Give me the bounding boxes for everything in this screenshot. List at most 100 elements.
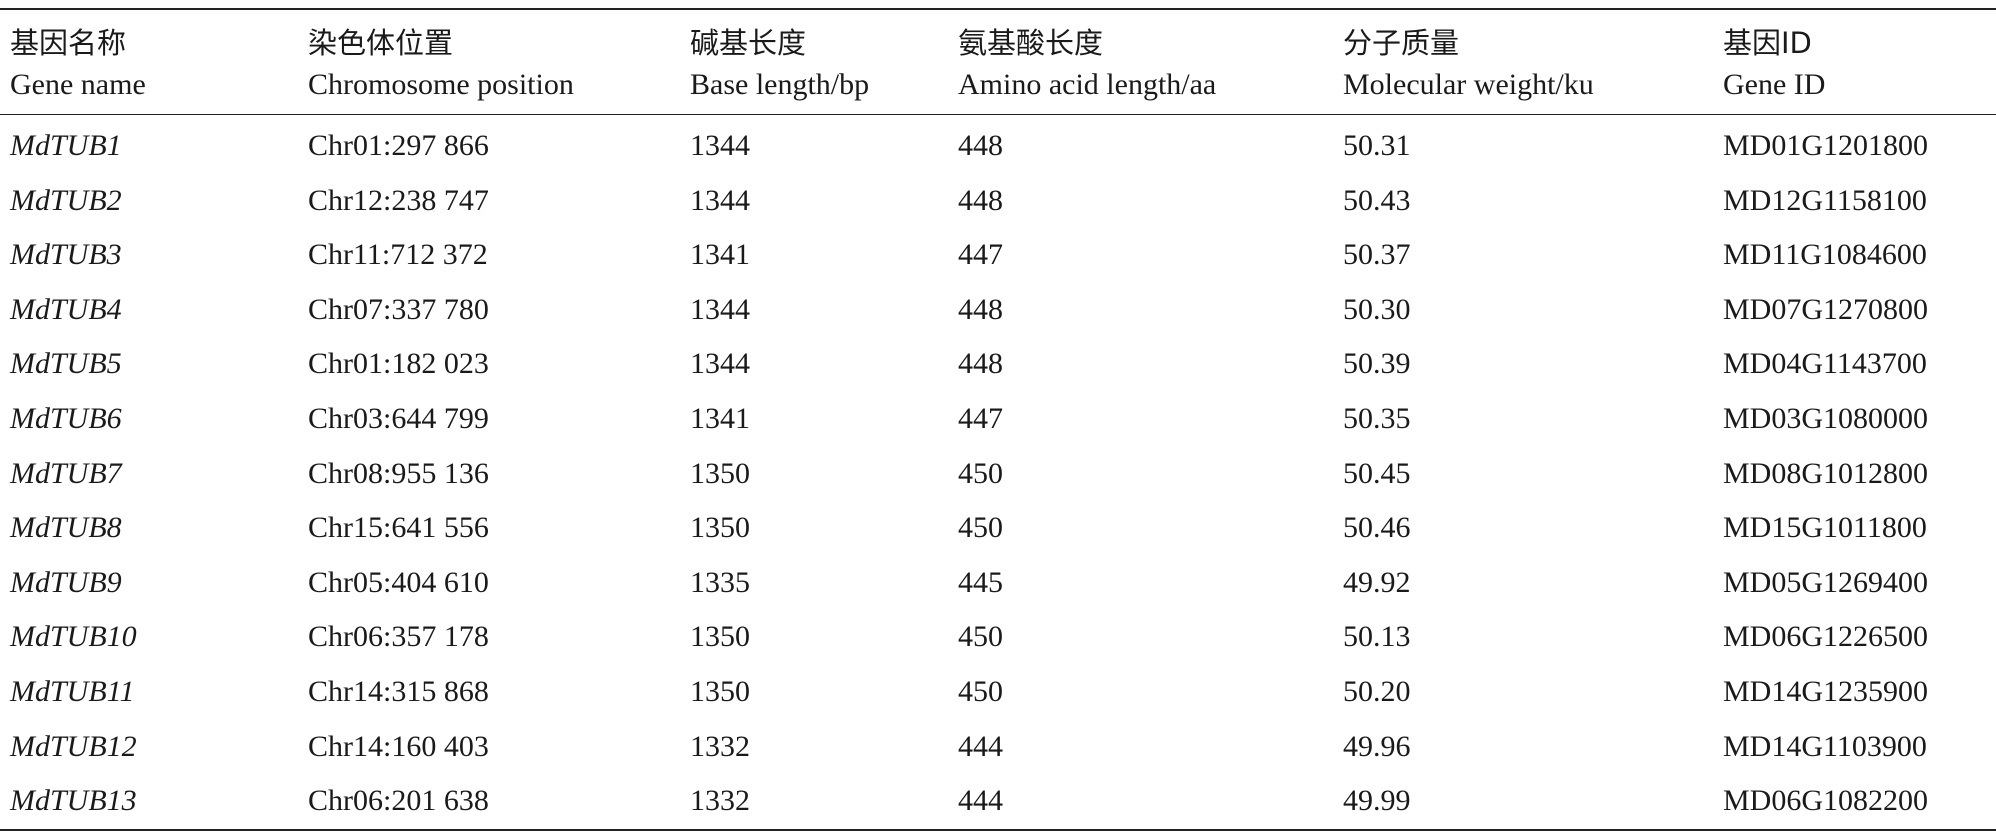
table-header: 基因名称 Gene name 染色体位置 Chromosome position… bbox=[0, 9, 1996, 115]
cell-amino-acid-length: 450 bbox=[958, 620, 1003, 654]
cell-gene-id: MD04G1143700 bbox=[1723, 347, 1927, 381]
cell-chromosome-position: Chr01:182 023 bbox=[308, 347, 489, 381]
column-header-en: Gene ID bbox=[1723, 68, 1826, 101]
column-header-gene-id: 基因ID Gene ID bbox=[1713, 9, 1996, 115]
cell-gene-id: MD06G1226500 bbox=[1723, 620, 1929, 654]
cell-gene-name: MdTUB2 bbox=[10, 183, 122, 217]
cell-amino-acid-length: 448 bbox=[958, 183, 1003, 217]
cell-chromosome-position: Chr07:337 780 bbox=[308, 292, 489, 326]
cell-molecular-weight: 50.43 bbox=[1343, 183, 1411, 217]
cell-gene-id: MD03G1080000 bbox=[1723, 401, 1929, 435]
cell-chromosome-position: Chr12:238 747 bbox=[308, 183, 489, 217]
cell-gene-id: MD12G1158100 bbox=[1723, 183, 1927, 217]
table-body: MdTUB1 Chr01:297 866 1344 448 50.31 MD01G1201… bbox=[0, 115, 1996, 830]
gene-info-table: 基因名称 Gene name 染色体位置 Chromosome position… bbox=[0, 8, 1996, 831]
cell-chromosome-position: Chr01:297 866 bbox=[308, 129, 489, 162]
column-header-zh: 碱基长度 bbox=[690, 26, 807, 60]
column-header-zh: 基因ID bbox=[1723, 26, 1812, 60]
cell-molecular-weight: 50.35 bbox=[1343, 401, 1411, 435]
cell-base-length: 1341 bbox=[690, 238, 750, 272]
cell-gene-name: MdTUB1 bbox=[10, 129, 122, 162]
cell-gene-id: MD11G1084600 bbox=[1723, 238, 1927, 272]
column-header-en: Amino acid length/aa bbox=[958, 68, 1217, 101]
cell-base-length: 1341 bbox=[690, 401, 750, 435]
cell-chromosome-position: Chr11:712 372 bbox=[308, 238, 488, 272]
header-row: 基因名称 Gene name 染色体位置 Chromosome position… bbox=[0, 9, 1996, 115]
table-row: MdTUB12 Chr14:160 403 1332 444 49.96 MD14G110… bbox=[0, 720, 1996, 775]
cell-amino-acid-length: 447 bbox=[958, 401, 1003, 435]
cell-gene-name: MdTUB5 bbox=[10, 347, 122, 381]
cell-base-length: 1344 bbox=[690, 347, 750, 381]
column-header-gene-name: 基因名称 Gene name bbox=[0, 9, 298, 115]
cell-gene-id: MD08G1012800 bbox=[1723, 456, 1929, 490]
table-row: MdTUB11 Chr14:315 868 1350 450 50.20 MD14G123… bbox=[0, 665, 1996, 720]
cell-molecular-weight: 50.37 bbox=[1343, 238, 1411, 272]
cell-base-length: 1350 bbox=[690, 511, 750, 545]
cell-gene-name: MdTUB10 bbox=[10, 620, 137, 654]
cell-gene-name: MdTUB3 bbox=[10, 238, 122, 272]
cell-amino-acid-length: 447 bbox=[958, 238, 1003, 272]
cell-gene-name: MdTUB7 bbox=[10, 456, 122, 490]
cell-gene-id: MD07G1270800 bbox=[1723, 292, 1929, 326]
cell-gene-name: MdTUB4 bbox=[10, 292, 122, 326]
table-row: MdTUB4 Chr07:337 780 1344 448 50.30 MD07G1270… bbox=[0, 283, 1996, 338]
cell-gene-id: MD06G1082200 bbox=[1723, 784, 1929, 818]
column-header-molecular-weight: 分子质量 Molecular weight/ku bbox=[1333, 9, 1713, 115]
cell-gene-id: MD14G1235900 bbox=[1723, 674, 1929, 708]
cell-chromosome-position: Chr06:201 638 bbox=[308, 784, 489, 818]
cell-molecular-weight: 50.45 bbox=[1343, 456, 1411, 490]
table-row: MdTUB8 Chr15:641 556 1350 450 50.46 MD15G1011… bbox=[0, 501, 1996, 556]
cell-gene-name: MdTUB9 bbox=[10, 565, 122, 599]
cell-gene-id: MD14G1103900 bbox=[1723, 729, 1927, 763]
cell-amino-acid-length: 448 bbox=[958, 347, 1003, 381]
cell-amino-acid-length: 448 bbox=[958, 292, 1003, 326]
cell-amino-acid-length: 450 bbox=[958, 456, 1003, 490]
cell-chromosome-position: Chr14:160 403 bbox=[308, 729, 489, 763]
table-row: MdTUB6 Chr03:644 799 1341 447 50.35 MD03G1080… bbox=[0, 392, 1996, 447]
cell-chromosome-position: Chr08:955 136 bbox=[308, 456, 489, 490]
cell-gene-name: MdTUB13 bbox=[10, 784, 137, 818]
cell-gene-id: MD01G1201800 bbox=[1723, 129, 1929, 162]
column-header-zh: 分子质量 bbox=[1343, 26, 1460, 60]
column-header-en: Chromosome position bbox=[308, 68, 574, 101]
cell-chromosome-position: Chr05:404 610 bbox=[308, 565, 489, 599]
cell-chromosome-position: Chr14:315 868 bbox=[308, 674, 489, 708]
cell-gene-id: MD15G1011800 bbox=[1723, 511, 1927, 545]
cell-gene-name: MdTUB8 bbox=[10, 511, 122, 545]
cell-base-length: 1332 bbox=[690, 729, 750, 763]
table-row: MdTUB13 Chr06:201 638 1332 444 49.99 MD06G108… bbox=[0, 774, 1996, 830]
column-header-amino-acid-length: 氨基酸长度 Amino acid length/aa bbox=[948, 9, 1333, 115]
cell-molecular-weight: 50.20 bbox=[1343, 674, 1411, 708]
cell-molecular-weight: 49.99 bbox=[1343, 784, 1411, 818]
cell-amino-acid-length: 444 bbox=[958, 729, 1003, 763]
column-header-en: Gene name bbox=[10, 68, 146, 101]
cell-molecular-weight: 50.46 bbox=[1343, 511, 1411, 545]
cell-molecular-weight: 50.31 bbox=[1343, 129, 1411, 162]
cell-base-length: 1350 bbox=[690, 456, 750, 490]
cell-molecular-weight: 50.13 bbox=[1343, 620, 1411, 654]
cell-gene-name: MdTUB12 bbox=[10, 729, 137, 763]
cell-chromosome-position: Chr15:641 556 bbox=[308, 511, 489, 545]
table-row: MdTUB10 Chr06:357 178 1350 450 50.13 MD06G122… bbox=[0, 610, 1996, 665]
column-header-zh: 氨基酸长度 bbox=[958, 26, 1104, 60]
cell-base-length: 1350 bbox=[690, 674, 750, 708]
column-header-en: Base length/bp bbox=[690, 68, 870, 101]
cell-base-length: 1344 bbox=[690, 292, 750, 326]
cell-amino-acid-length: 450 bbox=[958, 511, 1003, 545]
table-row: MdTUB3 Chr11:712 372 1341 447 50.37 MD11G1084… bbox=[0, 228, 1996, 283]
table-row: MdTUB5 Chr01:182 023 1344 448 50.39 MD04G1143… bbox=[0, 337, 1996, 392]
column-header-en: Molecular weight/ku bbox=[1343, 68, 1594, 101]
cell-molecular-weight: 49.92 bbox=[1343, 565, 1411, 599]
cell-molecular-weight: 50.39 bbox=[1343, 347, 1411, 381]
cell-base-length: 1344 bbox=[690, 129, 750, 162]
cell-gene-name: MdTUB11 bbox=[10, 674, 135, 708]
cell-base-length: 1350 bbox=[690, 620, 750, 654]
cell-amino-acid-length: 448 bbox=[958, 129, 1003, 162]
cell-amino-acid-length: 450 bbox=[958, 674, 1003, 708]
column-header-chromosome-position: 染色体位置 Chromosome position bbox=[298, 9, 680, 115]
table-row: MdTUB1 Chr01:297 866 1344 448 50.31 MD01G1201… bbox=[0, 115, 1996, 174]
table-row: MdTUB9 Chr05:404 610 1335 445 49.92 MD05G1269… bbox=[0, 556, 1996, 611]
cell-base-length: 1332 bbox=[690, 784, 750, 818]
cell-chromosome-position: Chr03:644 799 bbox=[308, 401, 489, 435]
cell-molecular-weight: 50.30 bbox=[1343, 292, 1411, 326]
